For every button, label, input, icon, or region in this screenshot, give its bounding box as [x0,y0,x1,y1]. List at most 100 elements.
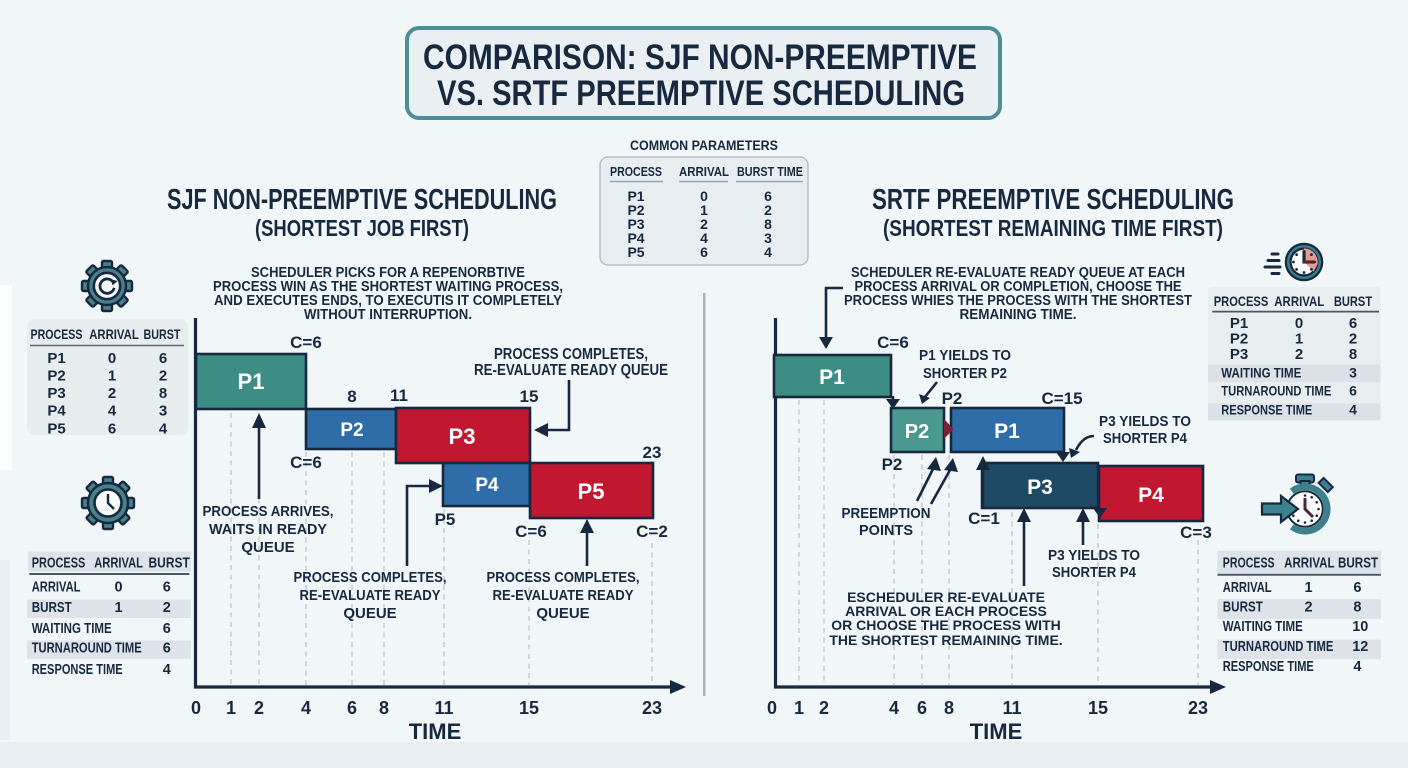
svg-text:PROCESS WIN AS THE SHORTEST WA: PROCESS WIN AS THE SHORTEST WAITING PROC… [213,279,563,295]
svg-text:ARRIVAL: ARRIVAL [32,580,81,596]
svg-text:P2: P2 [1230,331,1248,348]
svg-text:BURST TIME: BURST TIME [737,164,803,179]
svg-text:TIME: TIME [409,719,462,744]
svg-text:8: 8 [379,698,389,718]
svg-text:ARRIVAL: ARRIVAL [1274,293,1324,309]
svg-text:2: 2 [1295,346,1303,363]
svg-text:COMPARISON: SJF NON-PREEMPTIVE: COMPARISON: SJF NON-PREEMPTIVE [423,38,977,77]
svg-text:P1: P1 [819,366,845,389]
svg-text:VS. SRTF PREEMPTIVE SCHEDULING: VS. SRTF PREEMPTIVE SCHEDULING [437,74,965,113]
svg-text:BURST: BURST [1334,293,1373,309]
svg-text:4: 4 [1353,659,1361,675]
svg-text:QUEUE: QUEUE [343,605,396,622]
svg-text:COMMON PARAMETERS: COMMON PARAMETERS [630,138,778,153]
svg-text:2: 2 [819,698,829,718]
svg-text:1: 1 [115,600,123,616]
svg-text:3: 3 [764,230,772,246]
svg-text:4: 4 [301,698,311,718]
svg-text:THE SHORTEST REMAINING TIME.: THE SHORTEST REMAINING TIME. [829,632,1062,648]
svg-text:3: 3 [159,403,167,420]
svg-text:12: 12 [1352,639,1368,655]
svg-text:OR CHOOSE THE PROCESS WITH: OR CHOOSE THE PROCESS WITH [831,617,1060,633]
svg-text:1: 1 [108,368,116,385]
svg-text:P4: P4 [627,230,644,246]
svg-text:PROCESS WHIES THE PROCESS WITH: PROCESS WHIES THE PROCESS WITH THE SHORT… [844,293,1192,309]
svg-text:6: 6 [1349,315,1357,332]
svg-text:6: 6 [700,244,708,260]
svg-text:1: 1 [700,202,708,218]
svg-text:SHORTER P2: SHORTER P2 [923,365,1007,382]
svg-text:C=1: C=1 [968,509,1000,528]
svg-text:ARRIVAL: ARRIVAL [1223,580,1272,596]
svg-text:1: 1 [226,698,236,718]
svg-text:P2: P2 [627,202,644,218]
svg-text:(SHORTEST REMAINING TIME FIRST: (SHORTEST REMAINING TIME FIRST) [883,215,1223,241]
svg-text:0: 0 [191,698,201,718]
svg-text:6: 6 [1353,580,1361,596]
svg-text:P4: P4 [475,475,499,496]
svg-text:P5: P5 [47,421,65,438]
svg-text:POINTS: POINTS [859,522,913,539]
svg-text:QUEUE: QUEUE [241,539,294,556]
svg-text:BURST: BURST [1223,600,1263,616]
svg-text:C=2: C=2 [636,522,668,541]
svg-text:PROCESS ARRIVAL OR COMPLETION,: PROCESS ARRIVAL OR COMPLETION, CHOOSE TH… [855,279,1182,295]
svg-text:2: 2 [254,698,264,718]
svg-text:6: 6 [163,580,171,596]
svg-text:8: 8 [347,387,356,406]
svg-text:AND EXECUTES ENDS, TO EXECUTIS: AND EXECUTES ENDS, TO EXECUTIS IT COMPLE… [214,293,562,309]
svg-text:6: 6 [1349,383,1357,399]
svg-text:0: 0 [1295,315,1303,332]
svg-text:P4: P4 [1138,484,1164,507]
svg-text:0: 0 [115,580,123,596]
svg-text:0: 0 [700,188,708,204]
svg-text:2: 2 [764,202,772,218]
svg-text:P3: P3 [1230,346,1248,363]
svg-text:P5: P5 [627,244,644,260]
svg-text:P5: P5 [435,510,456,529]
svg-text:23: 23 [1188,698,1208,718]
svg-text:P1: P1 [238,369,265,394]
svg-text:BURST: BURST [1338,556,1378,572]
svg-text:PROCESS: PROCESS [1214,293,1269,309]
svg-text:WAITING TIME: WAITING TIME [1221,365,1301,381]
svg-text:BURST: BURST [32,600,72,616]
svg-text:PROCESS: PROCESS [1223,556,1275,572]
svg-text:C=3: C=3 [1180,523,1212,542]
svg-text:0: 0 [767,698,777,718]
svg-text:11: 11 [434,698,453,718]
svg-text:C=6: C=6 [290,453,322,472]
svg-text:ESCHEDULER RE-EVALUATE: ESCHEDULER RE-EVALUATE [847,589,1045,605]
svg-text:3: 3 [1349,365,1357,381]
svg-text:SHORTER P4: SHORTER P4 [1103,430,1188,447]
svg-text:PROCESS ARRIVES,: PROCESS ARRIVES, [203,503,334,520]
svg-text:P3: P3 [449,424,476,449]
svg-text:8: 8 [1353,600,1361,616]
svg-text:4: 4 [163,662,171,678]
svg-text:REMAINING TIME.: REMAINING TIME. [960,307,1077,323]
svg-text:SHORTER P4: SHORTER P4 [1052,564,1137,581]
svg-text:10: 10 [1352,619,1368,635]
svg-text:P2: P2 [47,368,65,385]
svg-text:RE-EVALUATE READY QUEUE: RE-EVALUATE READY QUEUE [474,362,668,379]
svg-text:2: 2 [108,385,116,402]
svg-text:6: 6 [108,421,116,438]
svg-text:P2: P2 [905,421,929,443]
svg-text:1: 1 [1295,331,1303,348]
svg-text:ARRIVAL: ARRIVAL [679,164,729,179]
svg-text:P1 YIELDS TO: P1 YIELDS TO [919,347,1011,364]
svg-text:TURNAROUND TIME: TURNAROUND TIME [32,641,142,657]
svg-text:11: 11 [390,386,408,405]
svg-text:P3: P3 [627,216,644,232]
svg-text:P1: P1 [1230,315,1248,332]
svg-text:4: 4 [700,230,708,246]
svg-text:RE-EVALUATE READY: RE-EVALUATE READY [493,587,634,604]
svg-text:6: 6 [163,641,171,657]
svg-text:P1: P1 [627,188,644,204]
svg-text:ARRIVAL: ARRIVAL [89,326,139,342]
svg-text:C=6: C=6 [877,333,909,352]
svg-text:4: 4 [889,698,899,718]
svg-text:ARRIVAL OR EACH PROCESS: ARRIVAL OR EACH PROCESS [845,603,1047,619]
svg-text:C=15: C=15 [1041,389,1082,408]
svg-text:6: 6 [159,350,167,367]
